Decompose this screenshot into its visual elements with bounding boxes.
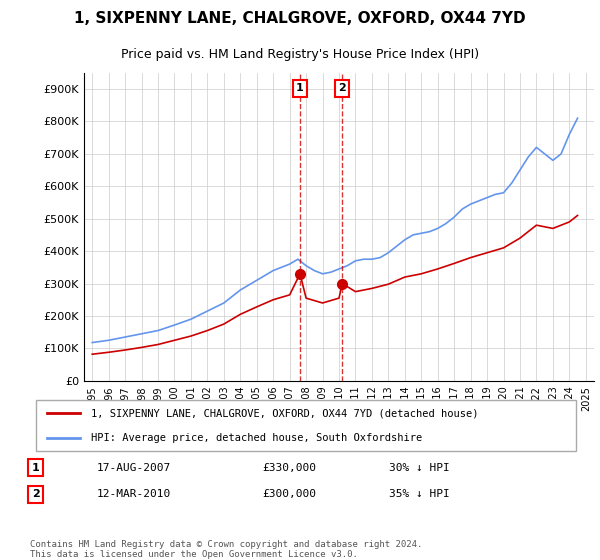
Text: 1, SIXPENNY LANE, CHALGROVE, OXFORD, OX44 7YD (detached house): 1, SIXPENNY LANE, CHALGROVE, OXFORD, OX4… bbox=[91, 408, 478, 418]
Text: 12-MAR-2010: 12-MAR-2010 bbox=[96, 489, 170, 500]
Text: Price paid vs. HM Land Registry's House Price Index (HPI): Price paid vs. HM Land Registry's House … bbox=[121, 48, 479, 61]
Text: 17-AUG-2007: 17-AUG-2007 bbox=[96, 463, 170, 473]
Text: 2: 2 bbox=[338, 83, 346, 93]
Text: 1: 1 bbox=[296, 83, 304, 93]
Text: 1: 1 bbox=[32, 463, 40, 473]
Text: Contains HM Land Registry data © Crown copyright and database right 2024.
This d: Contains HM Land Registry data © Crown c… bbox=[30, 540, 422, 559]
Text: £300,000: £300,000 bbox=[262, 489, 316, 500]
Text: 1, SIXPENNY LANE, CHALGROVE, OXFORD, OX44 7YD: 1, SIXPENNY LANE, CHALGROVE, OXFORD, OX4… bbox=[74, 11, 526, 26]
Text: £330,000: £330,000 bbox=[262, 463, 316, 473]
FancyBboxPatch shape bbox=[35, 400, 577, 451]
Text: HPI: Average price, detached house, South Oxfordshire: HPI: Average price, detached house, Sout… bbox=[91, 433, 422, 443]
Text: 2: 2 bbox=[32, 489, 40, 500]
Text: 30% ↓ HPI: 30% ↓ HPI bbox=[389, 463, 449, 473]
Text: 35% ↓ HPI: 35% ↓ HPI bbox=[389, 489, 449, 500]
